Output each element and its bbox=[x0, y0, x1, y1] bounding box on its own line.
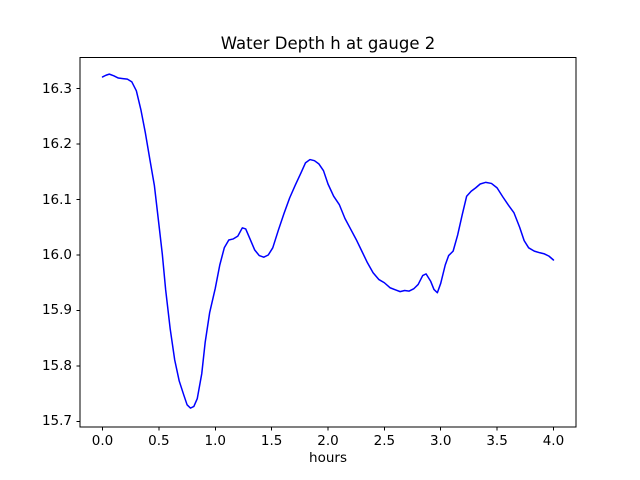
x-axis-label: hours bbox=[309, 450, 347, 466]
y-tick-label: 16.3 bbox=[41, 80, 72, 97]
y-tick-label: 15.9 bbox=[41, 302, 72, 319]
x-tick-label: 2.5 bbox=[373, 433, 396, 449]
x-tick-label: 3.0 bbox=[429, 433, 452, 449]
y-tick-label: 15.7 bbox=[41, 413, 72, 430]
x-tick-label: 0.5 bbox=[148, 433, 170, 449]
depth-line-series bbox=[101, 73, 555, 409]
x-tick-label: 2.0 bbox=[317, 433, 339, 449]
chart-title: Water Depth h at gauge 2 bbox=[220, 34, 436, 53]
x-tick-label: 4.0 bbox=[542, 433, 565, 449]
x-tick-label: 3.5 bbox=[486, 433, 508, 449]
y-tick-label: 15.8 bbox=[41, 357, 72, 374]
y-tick-label: 16.1 bbox=[41, 191, 72, 208]
y-tick-label: 16.2 bbox=[41, 136, 72, 153]
x-tick-label: 0.0 bbox=[91, 433, 114, 449]
axes-spines bbox=[79, 57, 577, 428]
x-tick-label: 1.0 bbox=[204, 433, 226, 449]
y-tick-label: 16.0 bbox=[41, 247, 72, 263]
x-tick-label: 1.5 bbox=[260, 433, 283, 449]
